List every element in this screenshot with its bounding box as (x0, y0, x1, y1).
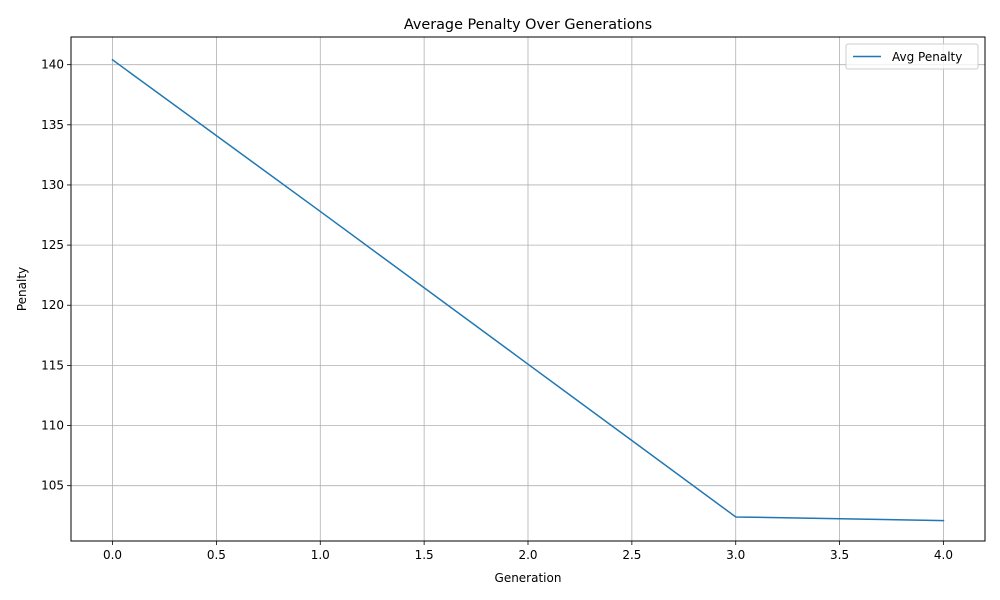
chart-title: Average Penalty Over Generations (404, 17, 652, 33)
y-tick-label: 105 (41, 479, 64, 493)
x-tick-label: 2.5 (622, 548, 641, 562)
y-tick-label: 130 (41, 178, 64, 192)
x-tick-label: 3.0 (726, 548, 745, 562)
x-tick-label: 1.0 (311, 548, 330, 562)
x-tick-label: 2.0 (518, 548, 537, 562)
series-layer (111, 58, 945, 522)
legend: Avg Penalty (845, 43, 979, 70)
legend-box (845, 43, 979, 70)
x-tick-label: 0.5 (207, 548, 226, 562)
y-tick-label: 140 (41, 58, 64, 72)
y-tick-label: 115 (41, 358, 64, 372)
x-tick-label: 4.0 (934, 548, 953, 562)
y-axis: 105 110 115 120 125 130 135 140 (41, 58, 71, 493)
y-tick-label: 120 (41, 298, 64, 312)
grid (71, 37, 985, 541)
x-axis-label: Generation (495, 571, 562, 585)
x-tick-label: 0.0 (103, 548, 122, 562)
x-tick-label: 3.5 (830, 548, 849, 562)
x-tick-label: 1.5 (415, 548, 434, 562)
x-axis: 0.0 0.5 1.0 1.5 2.0 2.5 3.0 3.5 4.0 (103, 541, 953, 562)
y-tick-label: 125 (41, 238, 64, 252)
y-axis-label: Penalty (15, 267, 29, 311)
series-line-avg-penalty (111, 58, 945, 522)
y-tick-label: 110 (41, 419, 64, 433)
legend-label-avg-penalty: Avg Penalty (892, 50, 962, 64)
y-tick-label: 135 (41, 118, 64, 132)
